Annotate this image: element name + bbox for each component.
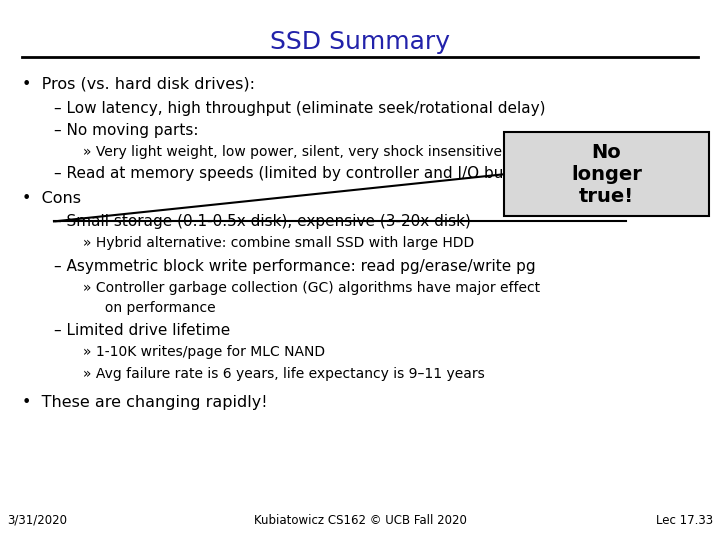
Text: » 1-10K writes/page for MLC NAND: » 1-10K writes/page for MLC NAND [83, 345, 325, 359]
Text: – No moving parts:: – No moving parts: [54, 123, 199, 138]
Text: » Controller garbage collection (GC) algorithms have major effect: » Controller garbage collection (GC) alg… [83, 281, 540, 295]
Text: » Avg failure rate is 6 years, life expectancy is 9–11 years: » Avg failure rate is 6 years, life expe… [83, 367, 485, 381]
Text: » Very light weight, low power, silent, very shock insensitive: » Very light weight, low power, silent, … [83, 145, 502, 159]
Text: SSD Summary: SSD Summary [270, 30, 450, 53]
Text: 3/31/2020: 3/31/2020 [7, 514, 67, 526]
Text: Lec 17.33: Lec 17.33 [656, 514, 713, 526]
Text: – Read at memory speeds (limited by controller and I/O bus): – Read at memory speeds (limited by cont… [54, 166, 517, 181]
Text: Kubiatowicz CS162 © UCB Fall 2020: Kubiatowicz CS162 © UCB Fall 2020 [253, 514, 467, 526]
Text: – Small storage (0.1-0.5x disk), expensive (3-20x disk): – Small storage (0.1-0.5x disk), expensi… [54, 214, 471, 229]
Text: – Limited drive lifetime: – Limited drive lifetime [54, 323, 230, 338]
Text: •  Cons: • Cons [22, 191, 81, 206]
Text: – Asymmetric block write performance: read pg/erase/write pg: – Asymmetric block write performance: re… [54, 259, 536, 274]
Text: •  Pros (vs. hard disk drives):: • Pros (vs. hard disk drives): [22, 76, 255, 91]
FancyBboxPatch shape [504, 132, 709, 216]
Text: » Hybrid alternative: combine small SSD with large HDD: » Hybrid alternative: combine small SSD … [83, 236, 474, 250]
Text: – Low latency, high throughput (eliminate seek/rotational delay): – Low latency, high throughput (eliminat… [54, 100, 546, 116]
Text: No
longer
true!: No longer true! [571, 143, 642, 206]
Text: on performance: on performance [83, 301, 215, 315]
Text: •  These are changing rapidly!: • These are changing rapidly! [22, 395, 267, 410]
